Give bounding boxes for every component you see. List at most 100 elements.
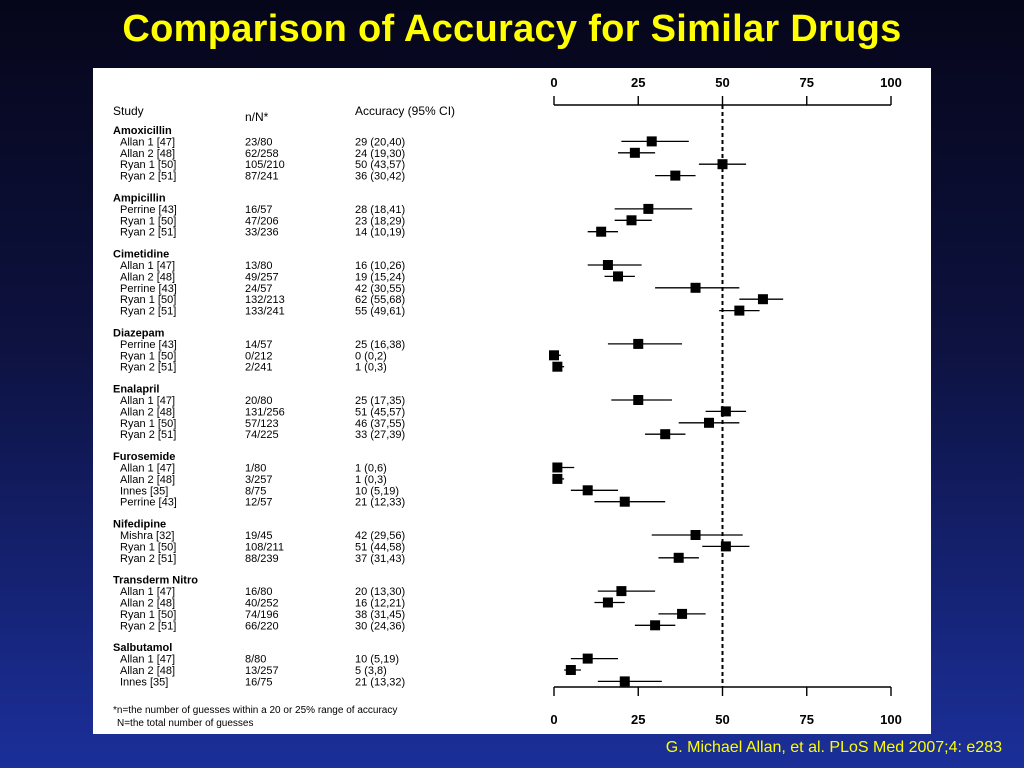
ci-value: 10 (5,19) (355, 485, 399, 497)
ci-value: 1 (0,6) (355, 463, 387, 475)
ci-value: 10 (5,19) (355, 654, 399, 666)
n-value: 131/256 (245, 406, 285, 418)
top-tick-label: 75 (800, 75, 814, 90)
n-value: 33/236 (245, 227, 279, 239)
point-estimate-marker (602, 260, 613, 270)
point-estimate-marker (552, 361, 563, 372)
n-value: 47/206 (245, 215, 279, 227)
ci-value: 36 (30,42) (355, 171, 405, 183)
point-estimate-marker (552, 473, 563, 484)
n-value: 57/123 (245, 418, 279, 430)
ci-value: 19 (15,24) (355, 271, 405, 283)
forest-plot-panel: 0 0 25 25 50 50 75 75 100 100 Study n/N* Accuracy (9… (93, 68, 931, 734)
column-header-accuracy: Accuracy (95% CI) (355, 104, 455, 118)
ci-value: 23 (18,29) (355, 215, 405, 227)
study-label: Ryan 1 [50] (120, 215, 176, 227)
point-estimate-marker (720, 406, 731, 417)
point-estimate-marker (582, 653, 593, 664)
n-value: 88/239 (245, 553, 279, 565)
bottom-tick-label: 50 (715, 712, 729, 727)
study-label: Allan 2 [48] (120, 474, 175, 486)
point-estimate-marker (596, 226, 607, 237)
n-value: 1/80 (245, 463, 266, 475)
point-estimate-marker (670, 170, 681, 181)
ci-value: 46 (37,55) (355, 418, 405, 430)
study-label: Mishra [32] (120, 530, 174, 542)
study-label: Ryan 2 [51] (120, 620, 176, 632)
top-tick-label: 25 (631, 75, 645, 90)
study-label: Ryan 1 [50] (120, 159, 176, 171)
point-estimate-marker (619, 676, 630, 687)
footnote-line-2: N=the total number of guesses (117, 718, 253, 729)
bottom-tick-label: 100 (880, 712, 902, 727)
n-value: 133/241 (245, 306, 285, 318)
group-label: Transderm Nitro (113, 575, 198, 587)
ci-value: 50 (43,57) (355, 159, 405, 171)
point-estimate-marker (643, 203, 654, 214)
ci-value: 24 (19,30) (355, 148, 405, 160)
ci-value: 55 (49,61) (355, 306, 405, 318)
ci-value: 21 (12,33) (355, 497, 405, 509)
study-label: Ryan 2 [51] (120, 553, 176, 565)
point-estimate-marker (633, 338, 644, 349)
study-label: Allan 2 [48] (120, 271, 175, 283)
ci-value: 42 (30,55) (355, 283, 405, 295)
ci-value: 30 (24,36) (355, 620, 405, 632)
ci-value: 28 (18,41) (355, 204, 405, 216)
study-label: Allan 1 [47] (120, 395, 175, 407)
study-label: Allan 1 [47] (120, 136, 175, 148)
point-estimate-marker (757, 294, 768, 305)
ci-value: 1 (0,3) (355, 362, 387, 374)
group-label: Cimetidine (113, 249, 169, 261)
study-label: Allan 1 [47] (120, 260, 175, 272)
group-label: Salbutamol (113, 642, 172, 654)
group-label: Nifedipine (113, 519, 166, 531)
group-label: Enalapril (113, 384, 159, 396)
group-label: Diazepam (113, 328, 165, 340)
slide-title: Comparison of Accuracy for Similar Drugs (122, 8, 902, 50)
n-value: 16/75 (245, 676, 273, 688)
n-value: 20/80 (245, 395, 273, 407)
study-label: Innes [35] (120, 676, 168, 688)
study-label: Allan 1 [47] (120, 654, 175, 666)
study-label: Ryan 2 [51] (120, 306, 176, 318)
top-tick-label: 100 (880, 75, 902, 90)
n-value: 74/225 (245, 429, 279, 441)
ci-value: 14 (10,19) (355, 227, 405, 239)
n-value: 132/213 (245, 294, 285, 306)
point-estimate-marker (633, 395, 644, 405)
point-estimate-marker (619, 496, 630, 507)
point-estimate-marker (720, 541, 731, 552)
ci-value: 5 (3,8) (355, 665, 387, 677)
n-value: 19/45 (245, 530, 273, 542)
ci-value: 25 (16,38) (355, 339, 405, 351)
ci-value: 38 (31,45) (355, 609, 405, 621)
study-label: Ryan 2 [51] (120, 362, 176, 374)
point-estimate-marker (734, 305, 745, 316)
n-value: 74/196 (245, 609, 279, 621)
study-label: Allan 2 [48] (120, 598, 175, 610)
n-value: 2/241 (245, 362, 273, 374)
ci-value: 51 (45,57) (355, 406, 405, 418)
study-label: Ryan 2 [51] (120, 171, 176, 183)
study-label: Allan 2 [48] (120, 148, 175, 160)
ci-value: 21 (13,32) (355, 676, 405, 688)
point-estimate-marker (629, 147, 640, 158)
study-label: Allan 2 [48] (120, 665, 175, 677)
study-label: Allan 1 [47] (120, 463, 175, 475)
n-value: 13/257 (245, 665, 279, 677)
study-label: Allan 1 [47] (120, 586, 175, 598)
top-tick-label: 0 (550, 75, 557, 90)
group-label: Ampicillin (113, 193, 166, 205)
ci-value: 42 (29,56) (355, 530, 405, 542)
study-label: Ryan 2 [51] (120, 227, 176, 239)
point-estimate-marker (677, 608, 688, 619)
forest-plot: 0 0 25 25 50 50 75 75 100 100 Study n/N* Accuracy (9… (113, 75, 902, 729)
column-header-study: Study (113, 104, 144, 118)
n-value: 108/211 (245, 541, 284, 553)
study-label: Ryan 1 [50] (120, 350, 176, 362)
n-value: 40/252 (245, 598, 279, 610)
n-value: 87/241 (245, 171, 279, 183)
point-estimate-marker (549, 350, 559, 361)
point-estimate-marker (690, 530, 701, 540)
